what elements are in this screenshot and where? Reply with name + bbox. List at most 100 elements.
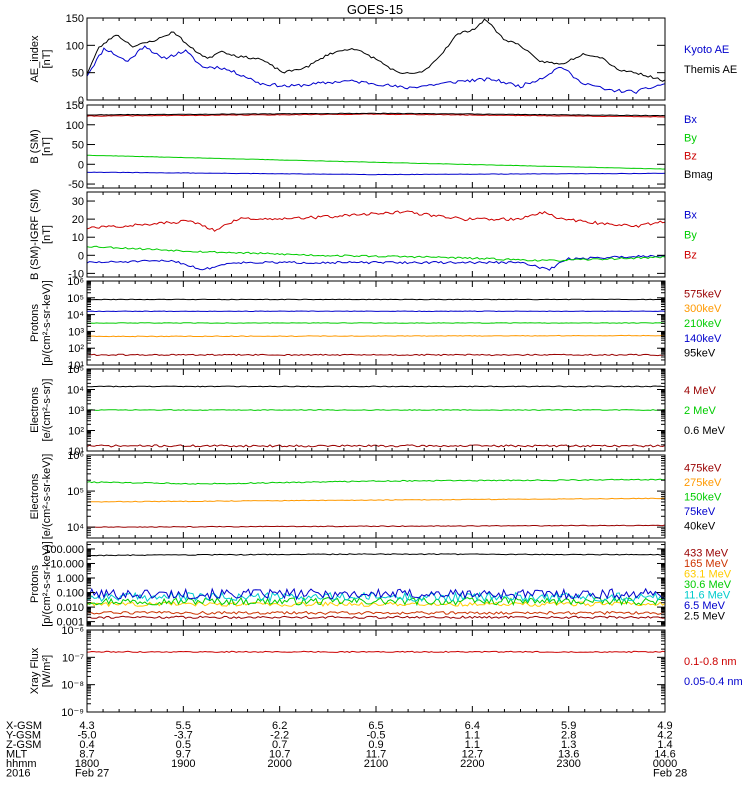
series-line-bsm-3 <box>87 112 666 117</box>
ephem-cell-5-2: 1.3 <box>561 739 576 751</box>
series-line-electrons1-1 <box>86 409 666 411</box>
ephem-cell-2-2: 0.7 <box>272 739 287 751</box>
legend-protons2-6: 2.5 MeV <box>684 611 726 623</box>
y-tick-label-bsm-3: 100 <box>66 120 84 132</box>
ephem-cell-2-1: -2.2 <box>270 730 289 742</box>
y-axis-label-xray: Xray Flux[W/m²] <box>29 647 53 694</box>
y-tick-label-ae-1: 50 <box>72 68 84 80</box>
ephem-cell-3-2: 0.9 <box>368 739 383 751</box>
y-tick-label-ae-2: 100 <box>66 40 84 52</box>
ephem-cell-4-0: 6.4 <box>465 720 480 732</box>
y-tick-label-protons2-0: 0.001 <box>56 617 84 629</box>
legend-protons2-4: 11.6 MeV <box>684 590 731 602</box>
panel-frame-xray <box>86 629 666 713</box>
y-tick-label-protons2-3: 1.000 <box>56 573 84 585</box>
legend-bsm-3: Bmag <box>684 169 713 181</box>
y-axis-label-line: [nT] <box>41 137 53 156</box>
y-axis-label-line: [e/(cm²-s-sr-keV)] <box>41 454 53 540</box>
panel-protons2: 0.001 0.010 0.100 1.000 10.000 100.000Protons… <box>29 541 732 628</box>
y-tick-label-protons-5: 10⁶ <box>67 276 84 288</box>
series-line-electrons1-2 <box>86 385 666 388</box>
y-tick-label-protons-1: 10² <box>68 343 84 355</box>
series-line-protons2-0 <box>86 615 666 619</box>
y-tick-label-electrons2-0: 10⁴ <box>67 522 84 534</box>
y-tick-label-protons-0: 10¹ <box>68 360 84 372</box>
panel-bsm: -50 0 50 100 150 B (SM)[nT] Bx By Bz Bmag <box>29 100 713 191</box>
panel-electrons1: 10¹ 10² 10³ 10⁴ 10⁵ Electrons[e/(cm²-s-sr)] 4 … <box>29 364 726 458</box>
y-tick-label-xray-2: 10⁻⁷ <box>62 652 84 664</box>
y-tick-label-protons-4: 10⁵ <box>67 293 84 305</box>
legend-protons2-3: 30.6 MeV <box>684 579 732 591</box>
series-line-protons-4 <box>86 298 666 301</box>
legend-bigrf-2: Bz <box>684 250 697 262</box>
legend-protons-4: 95keV <box>684 348 716 360</box>
legend-bigrf-1: By <box>684 230 697 242</box>
y-axis-label-line: [nT] <box>41 50 53 69</box>
y-tick-label-protons2-1: 0.010 <box>56 602 84 614</box>
legend-protons-2: 210keV <box>684 318 722 330</box>
legend-protons2-5: 6.5 MeV <box>684 600 726 612</box>
ephem-label-0: X-GSM <box>6 720 42 732</box>
series-line-protons2-6 <box>86 553 665 557</box>
y-tick-label-bigrf-3: 20 <box>72 214 84 226</box>
legend-protons-0: 575keV <box>684 288 722 300</box>
y-axis-label-line: Xray Flux <box>29 647 41 694</box>
legend-electrons1-0: 4 MeV <box>684 385 716 397</box>
y-tick-label-electrons1-4: 10⁵ <box>67 364 84 376</box>
y-axis-label-ae: AE_index[nT] <box>29 35 53 83</box>
y-axis-label-line: [p/(cm²-s-sr-keV)] <box>41 280 53 366</box>
y-axis-label-line: Electrons <box>29 387 41 433</box>
ephem-cell-0-0: 4.3 <box>79 720 94 732</box>
panel-bigrf: -10 0 10 20 30 B (SM)-IGRF (SM)[nT] Bx By Bz <box>29 189 697 280</box>
ephem-cell-3-4: 2100 <box>364 758 388 770</box>
ephem-cell-5-3: 13.6 <box>558 749 579 761</box>
y-axis-label-line: AE_index <box>29 35 41 83</box>
series-line-bigrf-0 <box>86 254 666 271</box>
series-line-ae-0 <box>86 45 666 95</box>
series-line-protons-0 <box>86 353 666 357</box>
y-tick-label-electrons2-1: 10⁵ <box>67 486 84 498</box>
legend-electrons2-0: 475keV <box>684 462 722 474</box>
y-tick-label-electrons2-2: 10⁶ <box>67 450 84 462</box>
legend-protons2-0: 433 MeV <box>684 547 729 559</box>
panel-frame-bigrf <box>86 191 666 278</box>
ephem-cell-3-3: 11.7 <box>366 749 387 761</box>
y-tick-label-protons-2: 10³ <box>68 326 84 338</box>
legend-bsm-1: By <box>684 132 697 144</box>
legend-electrons2-1: 275keV <box>684 477 722 489</box>
legend-electrons2-4: 40keV <box>684 521 716 533</box>
panel-frame-bsm <box>86 104 666 189</box>
series-line-electrons2-0 <box>86 524 666 528</box>
y-tick-label-electrons1-1: 10² <box>68 426 84 438</box>
y-axis-label-line: [p/(cm²-s-sr-keV)] <box>41 541 53 627</box>
series-line-bigrf-1 <box>86 245 666 262</box>
y-axis-label-bigrf: B (SM)-IGRF (SM)[nT] <box>29 189 53 280</box>
y-tick-label-electrons1-2: 10³ <box>68 405 84 417</box>
ephem-cell-1-4: 1900 <box>171 758 195 770</box>
panel-ae: 0 50 100 150 AE_index[nT] Kyoto AE Themis AE <box>29 13 737 107</box>
ephem-cell-1-3: 9.7 <box>176 749 191 761</box>
legend-electrons2-2: 150keV <box>684 492 722 504</box>
legend-bsm-2: Bz <box>684 151 697 163</box>
ephem-cell-0-1: -5.0 <box>78 730 97 742</box>
ephem-cell-6-1: 4.2 <box>657 730 672 742</box>
ephem-cell-2-4: 2000 <box>267 758 291 770</box>
ephem-label-1: Y-GSM <box>6 730 41 742</box>
legend-electrons1-2: 0.6 MeV <box>684 425 726 437</box>
series-line-protons2-1 <box>86 610 666 616</box>
series-line-electrons2-2 <box>86 478 666 485</box>
ephem-cell-6-2: 1.4 <box>657 739 672 751</box>
y-axis-label-line: B (SM)-IGRF (SM) <box>29 189 41 280</box>
ephem-cell-1-0: 5.5 <box>176 720 191 732</box>
y-tick-label-protons2-2: 0.100 <box>56 588 84 600</box>
y-axis-label-line: Protons <box>29 565 41 603</box>
ephem-cell-0-2: 0.4 <box>79 739 94 751</box>
series-line-bsm-2 <box>86 113 666 118</box>
series-line-electrons2-1 <box>86 497 666 503</box>
y-tick-label-bsm-0: -50 <box>68 179 84 191</box>
legend-bigrf-0: Bx <box>684 210 697 222</box>
panel-electrons2: 10⁴ 10⁵ 10⁶ Electrons[e/(cm²-s-sr-keV)] 475k… <box>29 450 722 539</box>
ephem-cell-4-1: 1.1 <box>465 730 480 742</box>
legend-electrons1-1: 2 MeV <box>684 405 716 417</box>
